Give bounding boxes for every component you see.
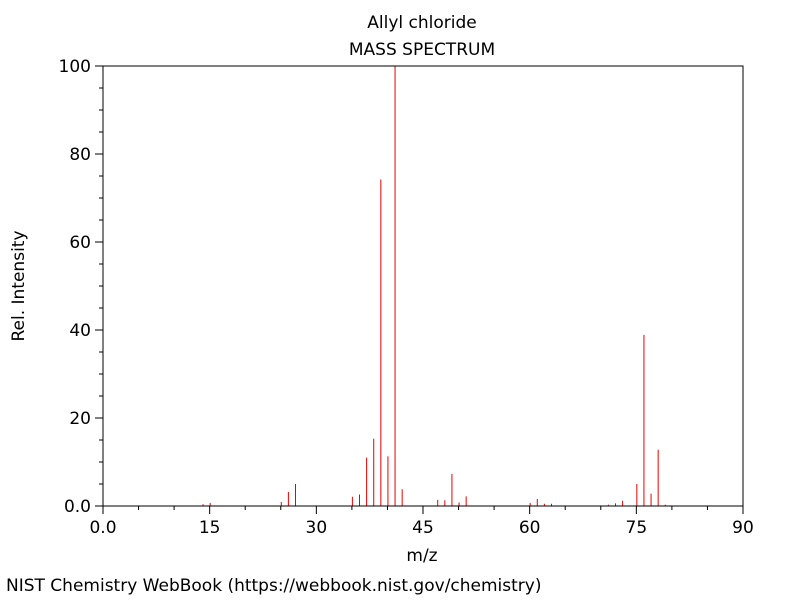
x-tick-label: 15 xyxy=(199,518,221,538)
plot-frame xyxy=(102,65,744,507)
x-tick-label: 30 xyxy=(306,518,328,538)
y-axis-label: Rel. Intensity xyxy=(9,230,29,341)
x-axis-label: m/z xyxy=(406,546,437,566)
source-credit: NIST Chemistry WebBook (https://webbook.… xyxy=(6,576,542,596)
x-tick-label: 60 xyxy=(519,518,541,538)
y-tick-label: 20 xyxy=(69,409,91,429)
x-tick-label: 45 xyxy=(412,518,434,538)
axes: 0.0 15 30 45 60 75 90 0.0 20 40 60 80 100 xyxy=(59,57,754,538)
chart-title: Allyl chloride xyxy=(367,13,476,33)
x-tick-label: 90 xyxy=(732,518,754,538)
y-tick-label: 0.0 xyxy=(64,497,91,517)
y-tick-label: 100 xyxy=(59,57,91,77)
peak-bars xyxy=(202,66,666,506)
y-tick-label: 60 xyxy=(69,233,91,253)
x-tick-label: 75 xyxy=(626,518,648,538)
y-tick-label: 80 xyxy=(69,145,91,165)
x-tick-label: 0.0 xyxy=(89,518,116,538)
chart-subtitle: MASS SPECTRUM xyxy=(349,40,495,60)
y-tick-label: 40 xyxy=(69,321,91,341)
